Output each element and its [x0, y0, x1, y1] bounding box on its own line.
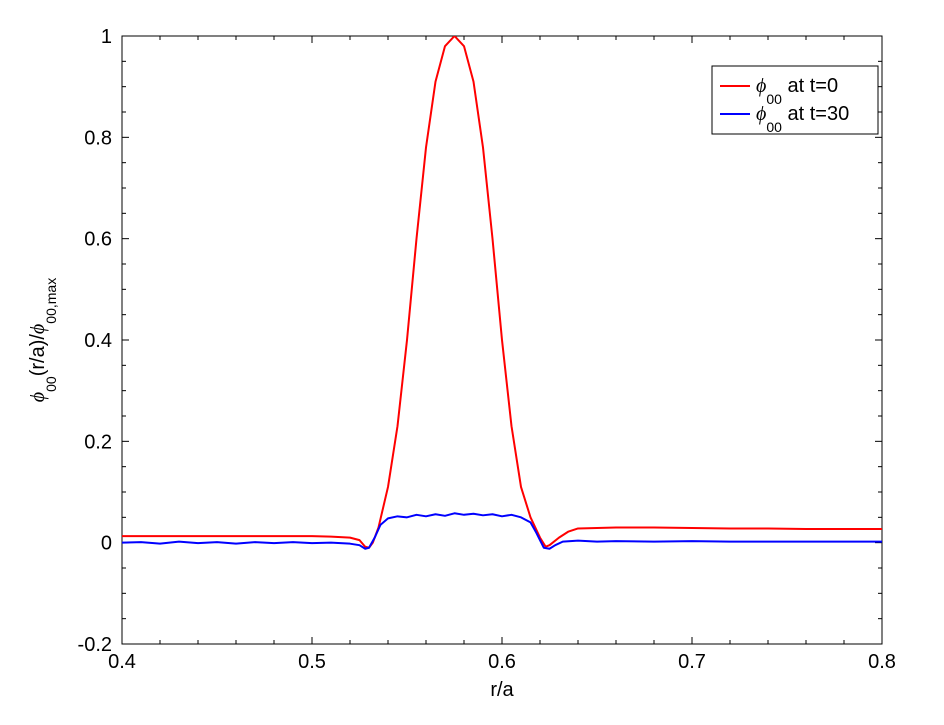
- y-tick-label: 0.2: [84, 431, 112, 453]
- legend: ϕ00 at t=0ϕ00 at t=30: [712, 66, 878, 135]
- x-tick-label: 0.4: [108, 651, 136, 673]
- y-tick-label: 0.4: [84, 330, 112, 352]
- y-tick-label: 1: [101, 26, 112, 48]
- y-tick-label: 0: [101, 533, 112, 555]
- y-tick-label: -0.2: [78, 634, 112, 656]
- x-axis-label: r/a: [490, 679, 514, 701]
- x-tick-label: 0.5: [298, 651, 326, 673]
- x-tick-label: 0.7: [678, 651, 706, 673]
- x-tick-label: 0.8: [868, 651, 896, 673]
- chart-container: 0.40.50.60.70.8-0.200.20.40.60.81r/aϕ00(…: [0, 0, 944, 725]
- y-tick-label: 0.8: [84, 127, 112, 149]
- x-tick-label: 0.6: [488, 651, 516, 673]
- y-tick-label: 0.6: [84, 229, 112, 251]
- line-chart: 0.40.50.60.70.8-0.200.20.40.60.81r/aϕ00(…: [0, 0, 944, 725]
